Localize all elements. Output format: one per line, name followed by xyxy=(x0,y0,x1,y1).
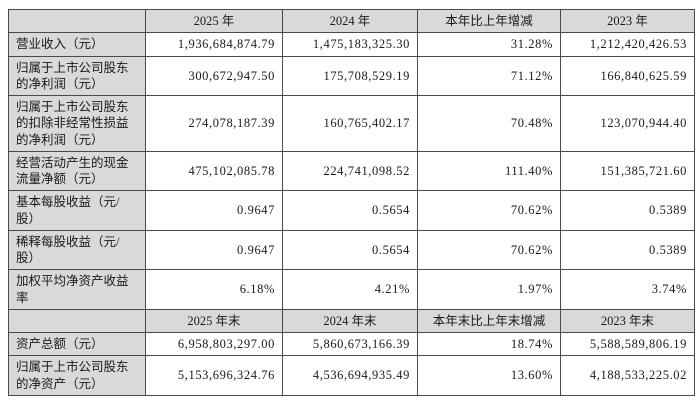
basic-eps-2025: 0.9647 xyxy=(145,190,283,231)
weighted-avg-roe-2024: 4.21% xyxy=(282,269,418,310)
net-profit-excl-nonrecurring-2025: 274,078,187.39 xyxy=(145,95,283,152)
header-2023-end: 2023 年末 xyxy=(560,308,695,334)
operating-cash-flow-label: 经营活动产生的现金流量净额（元） xyxy=(8,150,146,192)
period-header-row: 2025 年 2024 年 本年比上年增减 2023 年 xyxy=(8,8,695,34)
net-assets-2023: 4,188,533,225.02 xyxy=(560,355,695,396)
basic-eps-2023: 0.5389 xyxy=(560,190,695,231)
net-profit-2024: 175,708,529.19 xyxy=(282,55,418,96)
basic-eps-label: 基本每股收益（元/股） xyxy=(8,190,146,231)
total-assets-label: 资产总额（元） xyxy=(8,331,146,357)
header-2023: 2023 年 xyxy=(560,8,695,34)
header-empty-cell xyxy=(8,8,146,34)
table-row-net-assets: 归属于上市公司股东的净资产（元） 5,153,696,324.76 4,536,… xyxy=(8,355,695,396)
operating-revenue-2025: 1,936,684,874.79 xyxy=(145,32,283,57)
table-row-operating-revenue: 营业收入（元） 1,936,684,874.79 1,475,183,325.3… xyxy=(8,32,695,57)
period-end-header-row: 2025 年末 2024 年末 本年末比上年末增减 2023 年末 xyxy=(8,308,695,334)
weighted-avg-roe-yoy: 1.97% xyxy=(417,269,561,310)
header-2025: 2025 年 xyxy=(145,8,283,34)
operating-cash-flow-yoy: 111.40% xyxy=(417,150,561,192)
table-row-net-profit: 归属于上市公司股东的净利润（元） 300,672,947.50 175,708,… xyxy=(8,55,695,96)
net-assets-2025: 5,153,696,324.76 xyxy=(145,355,283,396)
net-profit-excl-nonrecurring-yoy: 70.48% xyxy=(417,95,561,152)
header-2025-end: 2025 年末 xyxy=(145,308,283,334)
total-assets-2024: 5,860,673,166.39 xyxy=(282,331,418,357)
header-end-empty-cell xyxy=(8,308,146,334)
financial-summary-table: 2025 年 2024 年 本年比上年增减 2023 年 营业收入（元） 1,9… xyxy=(8,8,695,396)
total-assets-2023: 5,588,589,806.19 xyxy=(560,331,695,357)
header-2024-end: 2024 年末 xyxy=(282,308,418,334)
table-row-net-profit-excl-nonrecurring: 归属于上市公司股东的扣除非经常性损益的净利润（元） 274,078,187.39… xyxy=(8,95,695,152)
operating-revenue-2023: 1,212,420,426.53 xyxy=(560,32,695,57)
diluted-eps-label: 稀释每股收益（元/股） xyxy=(8,229,146,271)
total-assets-yoy: 18.74% xyxy=(417,331,561,357)
net-assets-yoy: 13.60% xyxy=(417,355,561,396)
operating-cash-flow-2023: 151,385,721.60 xyxy=(560,150,695,192)
operating-revenue-2024: 1,475,183,325.30 xyxy=(282,32,418,57)
net-assets-2024: 4,536,694,935.49 xyxy=(282,355,418,396)
table-row-diluted-eps: 稀释每股收益（元/股） 0.9647 0.5654 70.62% 0.5389 xyxy=(8,229,695,271)
net-profit-2023: 166,840,625.59 xyxy=(560,55,695,96)
net-profit-label: 归属于上市公司股东的净利润（元） xyxy=(8,55,146,96)
operating-cash-flow-2025: 475,102,085.78 xyxy=(145,150,283,192)
net-assets-label: 归属于上市公司股东的净资产（元） xyxy=(8,355,146,396)
net-profit-excl-nonrecurring-2023: 123,070,944.40 xyxy=(560,95,695,152)
table-row-basic-eps: 基本每股收益（元/股） 0.9647 0.5654 70.62% 0.5389 xyxy=(8,190,695,231)
table-row-weighted-avg-roe: 加权平均净资产收益率 6.18% 4.21% 1.97% 3.74% xyxy=(8,269,695,310)
net-profit-2025: 300,672,947.50 xyxy=(145,55,283,96)
weighted-avg-roe-2023: 3.74% xyxy=(560,269,695,310)
operating-revenue-label: 营业收入（元） xyxy=(8,32,146,57)
diluted-eps-2024: 0.5654 xyxy=(282,229,418,271)
net-profit-excl-nonrecurring-2024: 160,765,402.17 xyxy=(282,95,418,152)
operating-revenue-yoy: 31.28% xyxy=(417,32,561,57)
diluted-eps-yoy: 70.62% xyxy=(417,229,561,271)
operating-cash-flow-2024: 224,741,098.52 xyxy=(282,150,418,192)
table-row-operating-cash-flow: 经营活动产生的现金流量净额（元） 475,102,085.78 224,741,… xyxy=(8,150,695,192)
net-profit-excl-nonrecurring-label: 归属于上市公司股东的扣除非经常性损益的净利润（元） xyxy=(8,95,146,152)
weighted-avg-roe-label: 加权平均净资产收益率 xyxy=(8,269,146,310)
header-2024: 2024 年 xyxy=(282,8,418,34)
basic-eps-2024: 0.5654 xyxy=(282,190,418,231)
total-assets-2025: 6,958,803,297.00 xyxy=(145,331,283,357)
table-row-total-assets: 资产总额（元） 6,958,803,297.00 5,860,673,166.3… xyxy=(8,331,695,357)
diluted-eps-2023: 0.5389 xyxy=(560,229,695,271)
net-profit-yoy: 71.12% xyxy=(417,55,561,96)
basic-eps-yoy: 70.62% xyxy=(417,190,561,231)
header-end-yoy-change: 本年末比上年末增减 xyxy=(417,308,561,334)
weighted-avg-roe-2025: 6.18% xyxy=(145,269,283,310)
header-yoy-change: 本年比上年增减 xyxy=(417,8,561,34)
diluted-eps-2025: 0.9647 xyxy=(145,229,283,271)
